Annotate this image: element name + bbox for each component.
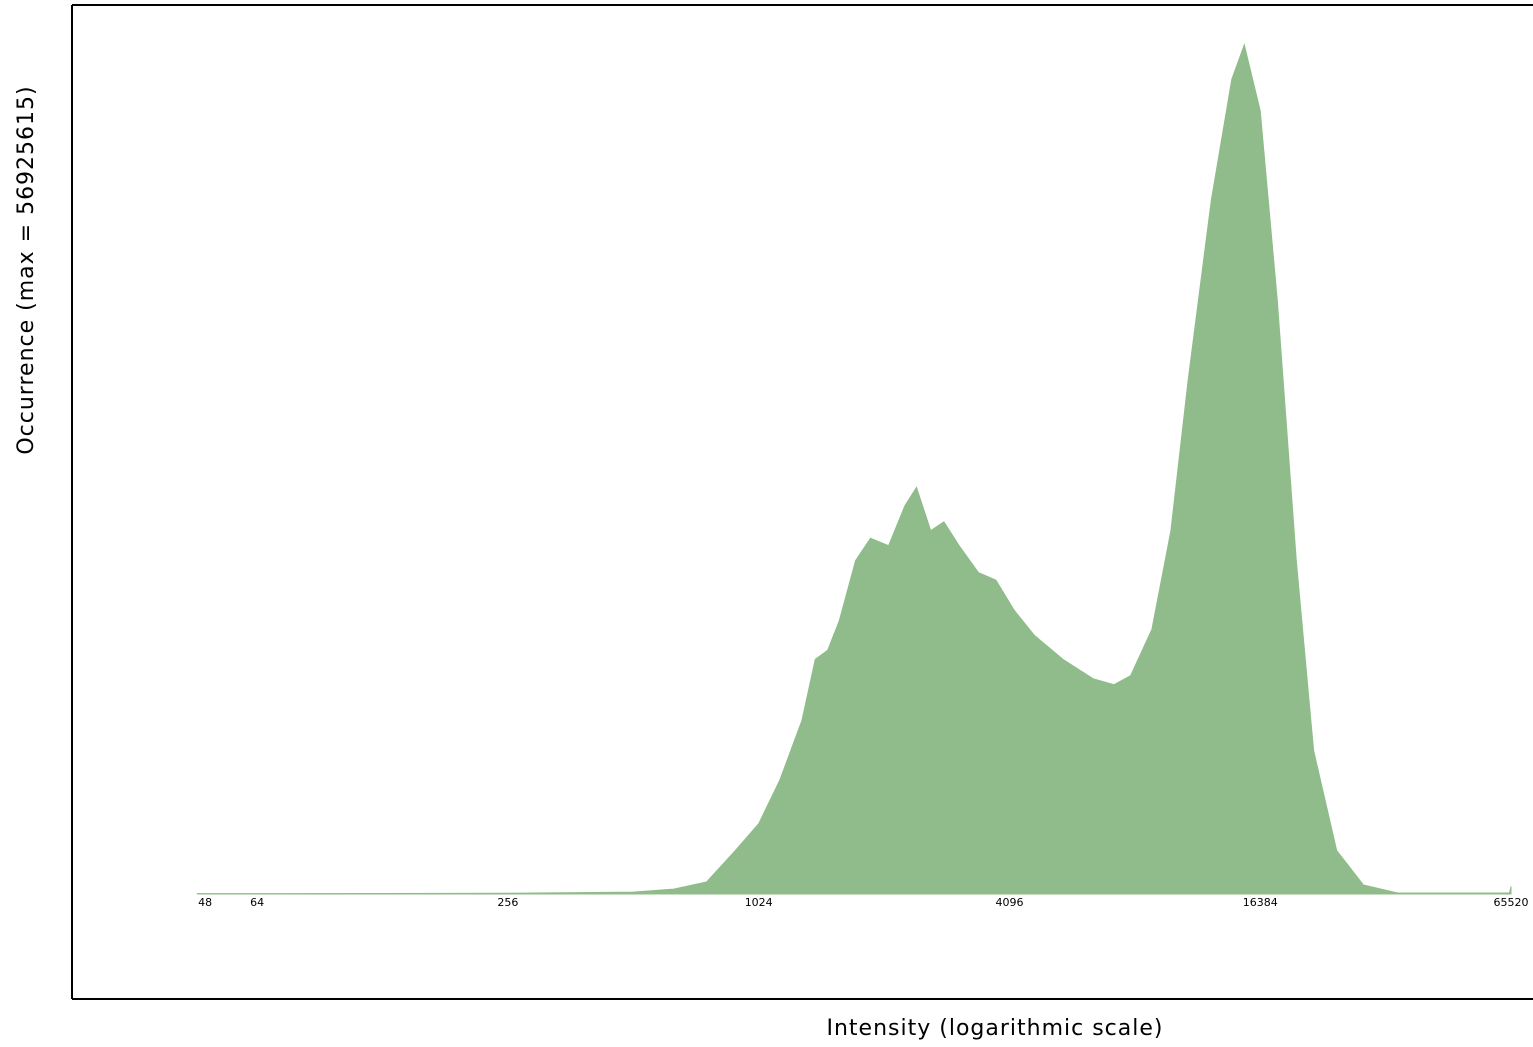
y-axis-title: Occurrence (max = 56925615) xyxy=(14,85,39,454)
x-tick-label: 1024 xyxy=(745,896,773,909)
x-tick-label: 64 xyxy=(250,896,264,909)
x-tick-label: 65520 xyxy=(1493,896,1528,909)
x-tick-label: 4096 xyxy=(995,896,1023,909)
x-axis-title: Intensity (logarithmic scale) xyxy=(827,1016,1164,1041)
x-tick-label: 48 xyxy=(198,896,212,909)
x-tick-label: 16384 xyxy=(1243,896,1278,909)
x-tick-label: 256 xyxy=(497,896,518,909)
histogram-area xyxy=(196,43,1512,895)
